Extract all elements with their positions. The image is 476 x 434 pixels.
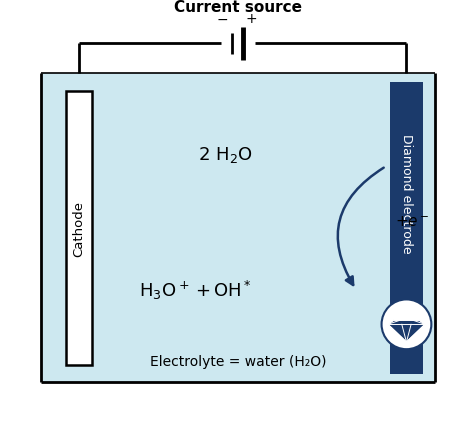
Text: $\mathrm{H_3O^+ + OH^*}$: $\mathrm{H_3O^+ + OH^*}$	[139, 279, 251, 302]
Text: +: +	[245, 13, 257, 26]
Text: −: −	[216, 13, 228, 26]
Text: $2\ \mathrm{H_2O}$: $2\ \mathrm{H_2O}$	[198, 145, 252, 164]
Bar	[66, 92, 92, 365]
Bar	[390, 83, 423, 374]
FancyArrowPatch shape	[338, 168, 384, 285]
Text: Current source: Current source	[174, 0, 302, 16]
Polygon shape	[388, 320, 425, 342]
Bar	[40, 74, 436, 383]
Text: $+e^-$: $+e^-$	[395, 215, 429, 230]
Text: Diamond electrode: Diamond electrode	[400, 134, 413, 253]
Text: Electrolyte = water (H₂O): Electrolyte = water (H₂O)	[150, 354, 326, 368]
Text: Cathode: Cathode	[73, 201, 86, 256]
Circle shape	[382, 300, 431, 349]
